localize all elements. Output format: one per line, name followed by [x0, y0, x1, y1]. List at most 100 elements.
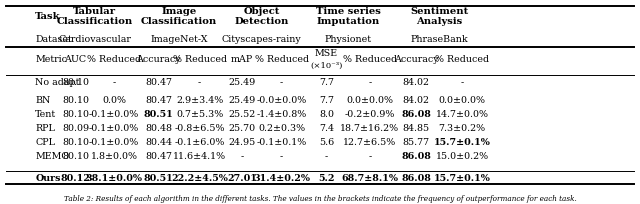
Text: 68.7±8.1%: 68.7±8.1% [341, 173, 399, 182]
Text: 7.7: 7.7 [319, 78, 334, 87]
Text: -: - [280, 78, 284, 87]
Text: Cityscapes-rainy: Cityscapes-rainy [222, 35, 301, 44]
Text: -: - [368, 78, 372, 87]
Text: 12.7±6.5%: 12.7±6.5% [343, 137, 397, 146]
Text: 80.44: 80.44 [145, 137, 172, 146]
Text: -0.1±0.0%: -0.1±0.0% [89, 137, 139, 146]
Text: -: - [324, 151, 328, 160]
Text: 25.49: 25.49 [228, 96, 255, 105]
Text: 84.02: 84.02 [403, 78, 429, 87]
Text: 18.7±16.2%: 18.7±16.2% [340, 124, 399, 133]
Text: -1.4±0.8%: -1.4±0.8% [257, 110, 307, 119]
Text: Dataset: Dataset [35, 35, 72, 44]
Text: ImageNet-X: ImageNet-X [150, 35, 208, 44]
Text: (×10⁻³): (×10⁻³) [310, 61, 342, 69]
Text: -0.1±0.1%: -0.1±0.1% [257, 137, 307, 146]
Text: 0.0%: 0.0% [102, 96, 126, 105]
Text: 0.0±0.0%: 0.0±0.0% [346, 96, 394, 105]
Text: 7.7: 7.7 [319, 96, 334, 105]
Text: 80.47: 80.47 [145, 151, 172, 160]
Text: CPL: CPL [35, 137, 55, 146]
Text: 8.0: 8.0 [319, 110, 334, 119]
Text: Cardiovascular: Cardiovascular [58, 35, 131, 44]
Text: MSE: MSE [315, 49, 338, 58]
Text: % Reduced: % Reduced [173, 55, 227, 64]
Text: 31.4±0.2%: 31.4±0.2% [253, 173, 310, 182]
Text: mAP: mAP [231, 55, 253, 64]
Text: -: - [240, 151, 244, 160]
Text: % Reduced: % Reduced [87, 55, 141, 64]
Text: 80.51: 80.51 [144, 173, 173, 182]
Text: AUC: AUC [65, 55, 86, 64]
Text: Accuracy: Accuracy [394, 55, 438, 64]
Text: Metric: Metric [35, 55, 67, 64]
Text: -: - [198, 78, 202, 87]
Text: 80.10: 80.10 [62, 110, 89, 119]
Text: 80.10: 80.10 [62, 78, 89, 87]
Text: 84.02: 84.02 [403, 96, 429, 105]
Text: -: - [280, 151, 284, 160]
Text: % Reduced: % Reduced [343, 55, 397, 64]
Text: 38.1±0.0%: 38.1±0.0% [85, 173, 143, 182]
Text: % Reduced: % Reduced [255, 55, 308, 64]
Text: 1.8±0.0%: 1.8±0.0% [90, 151, 138, 160]
Text: 24.95: 24.95 [228, 137, 255, 146]
Text: 25.70: 25.70 [228, 124, 255, 133]
Text: Time series
Imputation: Time series Imputation [316, 7, 381, 26]
Text: % Reduced: % Reduced [435, 55, 489, 64]
Text: 80.51: 80.51 [144, 110, 173, 119]
Text: 80.47: 80.47 [145, 96, 172, 105]
Text: 14.7±0.0%: 14.7±0.0% [436, 110, 488, 119]
Text: 0.7±5.3%: 0.7±5.3% [176, 110, 223, 119]
Text: -0.8±6.5%: -0.8±6.5% [175, 124, 225, 133]
Text: 5.2: 5.2 [318, 173, 335, 182]
Text: -0.0±0.0%: -0.0±0.0% [257, 96, 307, 105]
Text: 85.77: 85.77 [403, 137, 429, 146]
Text: 84.85: 84.85 [403, 124, 429, 133]
Text: Accuracy: Accuracy [136, 55, 181, 64]
Text: Tent: Tent [35, 110, 56, 119]
Text: Object
Detection: Object Detection [235, 7, 289, 26]
Text: 80.47: 80.47 [145, 78, 172, 87]
Text: 15.7±0.1%: 15.7±0.1% [434, 137, 490, 146]
Text: BN: BN [35, 96, 51, 105]
Text: -0.1±0.0%: -0.1±0.0% [89, 110, 139, 119]
Text: 7.3±0.2%: 7.3±0.2% [438, 124, 486, 133]
Text: -: - [112, 78, 116, 87]
Text: Physionet: Physionet [324, 35, 372, 44]
Text: 80.09: 80.09 [62, 124, 89, 133]
Text: Sentiment
Analysis: Sentiment Analysis [410, 7, 468, 26]
Text: 7.4: 7.4 [319, 124, 334, 133]
Text: PhraseBank: PhraseBank [410, 35, 468, 44]
Text: 25.49: 25.49 [228, 78, 255, 87]
Text: 11.6±4.1%: 11.6±4.1% [173, 151, 227, 160]
Text: 0.0±0.0%: 0.0±0.0% [438, 96, 486, 105]
Text: Ours: Ours [35, 173, 61, 182]
Text: 80.12: 80.12 [61, 173, 90, 182]
Text: -0.1±6.0%: -0.1±6.0% [175, 137, 225, 146]
Text: 0.2±0.3%: 0.2±0.3% [258, 124, 305, 133]
Text: RPL: RPL [35, 124, 55, 133]
Text: 80.10: 80.10 [62, 151, 89, 160]
Text: 86.08: 86.08 [401, 151, 431, 160]
Text: -0.1±0.0%: -0.1±0.0% [89, 124, 139, 133]
Text: 86.08: 86.08 [401, 173, 431, 182]
Text: 15.7±0.1%: 15.7±0.1% [434, 173, 490, 182]
Text: 80.48: 80.48 [145, 124, 172, 133]
Text: 27.01: 27.01 [227, 173, 257, 182]
Text: 15.0±0.2%: 15.0±0.2% [435, 151, 489, 160]
Text: No adapt: No adapt [35, 78, 79, 87]
Text: -: - [460, 78, 464, 87]
Text: -0.2±0.9%: -0.2±0.9% [345, 110, 395, 119]
Text: 80.10: 80.10 [62, 137, 89, 146]
Text: 86.08: 86.08 [401, 110, 431, 119]
Text: Image
Classification: Image Classification [141, 7, 218, 26]
Text: 22.2±4.5%: 22.2±4.5% [172, 173, 228, 182]
Text: MEMO: MEMO [35, 151, 69, 160]
Text: Table 2: Results of each algorithm in the different tasks. The values in the bra: Table 2: Results of each algorithm in th… [63, 194, 577, 202]
Text: Task: Task [35, 12, 61, 21]
Text: 80.10: 80.10 [62, 96, 89, 105]
Text: 2.9±3.4%: 2.9±3.4% [176, 96, 223, 105]
Text: -: - [368, 151, 372, 160]
Text: 25.52: 25.52 [228, 110, 255, 119]
